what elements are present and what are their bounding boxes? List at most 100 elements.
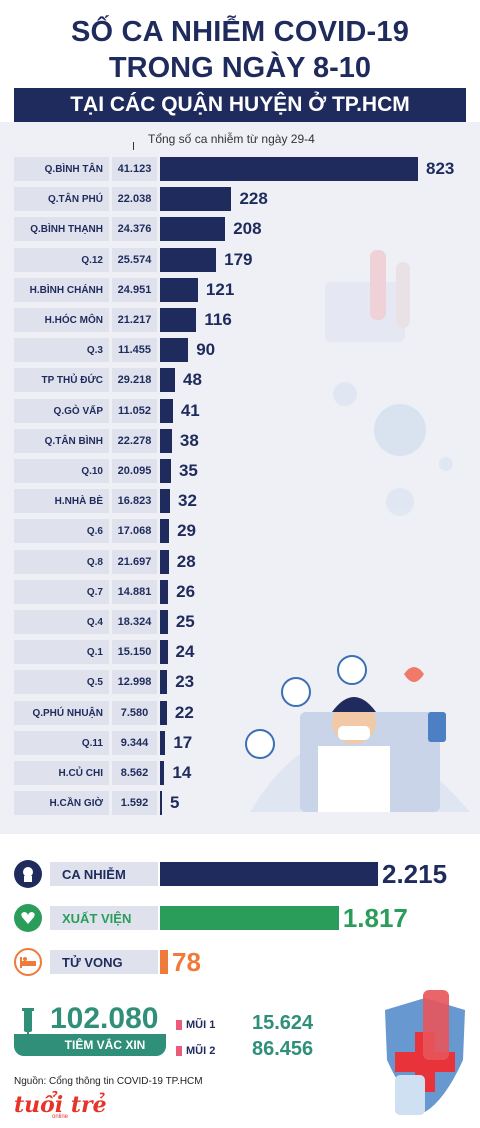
bar-value-label: 32 <box>178 491 197 510</box>
bar-value-label: 5 <box>170 793 180 812</box>
bar <box>160 157 418 181</box>
district-label: Q.BÌNH TÂN <box>14 157 109 181</box>
bar <box>160 399 173 423</box>
bar-value-label: 48 <box>183 370 202 389</box>
district-label: Q.8 <box>14 550 109 574</box>
bar-value-label: 35 <box>178 461 198 480</box>
vial-icon <box>176 1046 182 1056</box>
summary-label: XUẤT VIỆN <box>62 910 132 926</box>
district-label: Q.12 <box>14 248 109 272</box>
summary-value: 1.817 <box>342 902 408 933</box>
summary-bar <box>160 862 378 886</box>
vial-icon <box>395 1075 425 1115</box>
bar-value-label: 22 <box>174 703 194 722</box>
bar <box>160 731 166 755</box>
district-total: 17.068 <box>112 519 157 543</box>
publisher-logo: tuổi trẻ <box>14 1092 107 1118</box>
bar-value-label: 14 <box>172 763 192 782</box>
district-total: 24.376 <box>112 217 157 241</box>
subtitle-banner: TẠI CÁC QUẬN HUYỆN Ở TP.HCM <box>14 88 466 122</box>
district-label: H.CỦ CHI <box>14 761 109 785</box>
district-total: 25.574 <box>112 248 157 272</box>
bar <box>160 429 172 453</box>
district-total: 16.823 <box>112 489 157 513</box>
hands-icon <box>404 667 424 682</box>
district-total: 12.998 <box>112 670 157 694</box>
vaccine-total: 102.080 <box>50 1002 159 1035</box>
bar-value-label: 823 <box>426 159 455 178</box>
district-total: 15.150 <box>112 640 157 664</box>
vaccine-label: TIÊM VẮC XIN <box>14 1034 166 1056</box>
district-label: Q.11 <box>14 731 109 755</box>
district-total: 20.095 <box>112 459 157 483</box>
bar <box>160 278 198 302</box>
medical-illustration <box>245 250 470 812</box>
publisher-logo-sub: online <box>52 1114 69 1120</box>
summary-label: CA NHIỄM <box>62 866 126 882</box>
bar <box>160 489 171 513</box>
bar-value-label: 28 <box>176 552 196 571</box>
bar <box>160 308 197 332</box>
bed-icon <box>14 948 42 976</box>
bar-value-label: 41 <box>180 401 200 420</box>
district-total: 29.218 <box>112 368 157 392</box>
dose2-value: 86.456 <box>252 1038 314 1060</box>
district-label: Q.4 <box>14 610 109 634</box>
shield-vaccine-illustration <box>385 990 465 1115</box>
bar-value-label: 26 <box>176 582 196 601</box>
bar-value-label: 17 <box>173 733 193 752</box>
bar-value-label: 38 <box>179 431 199 450</box>
bar-value-label: 23 <box>175 672 195 691</box>
district-total: 7.580 <box>112 701 157 725</box>
test-tube-shape <box>370 250 386 320</box>
district-total: 22.038 <box>112 187 157 211</box>
district-total: 9.344 <box>112 731 157 755</box>
summary-label-bg <box>50 906 158 930</box>
virus-icon <box>374 404 426 456</box>
district-label: Q.TÂN PHÚ <box>14 187 109 211</box>
summary-bar <box>160 950 168 974</box>
phone-icon <box>428 712 446 742</box>
district-label: H.HÓC MÔN <box>14 308 109 332</box>
district-total: 8.562 <box>112 761 157 785</box>
title-line-1: SỐ CA NHIỄM COVID-19 <box>70 16 410 48</box>
summary-label: TỬ VONG <box>62 954 123 970</box>
district-label: H.BÌNH CHÁNH <box>14 278 109 302</box>
summary-bar <box>160 906 339 930</box>
district-total: 14.881 <box>112 580 157 604</box>
vial-icon <box>176 1020 182 1030</box>
district-total: 18.324 <box>112 610 157 634</box>
district-total: 11.052 <box>112 399 157 423</box>
chart-note: Tổng số ca nhiễm từ ngày 29-4 <box>148 132 315 146</box>
district-label: Q.10 <box>14 459 109 483</box>
bar <box>160 640 168 664</box>
bar-value-label: 24 <box>175 642 195 661</box>
bar <box>160 368 176 392</box>
district-total: 1.592 <box>112 791 157 815</box>
dose2-label: MŨI 2 <box>186 1045 216 1057</box>
district-label: TP THỦ ĐỨC <box>14 368 109 392</box>
summary-value: 2.215 <box>382 858 448 889</box>
bar-value-label: 179 <box>224 250 253 269</box>
district-label: Q.BÌNH THẠNH <box>14 217 109 241</box>
note-marker <box>133 142 141 150</box>
district-label: Q.6 <box>14 519 109 543</box>
bar <box>160 519 170 543</box>
bar <box>160 338 189 362</box>
bar <box>160 580 169 604</box>
heart-icon <box>14 904 42 932</box>
syringe-icon <box>22 1008 34 1036</box>
district-label: Q.5 <box>14 670 109 694</box>
bar <box>160 701 167 725</box>
summary-label-bg <box>50 950 158 974</box>
bar <box>160 610 168 634</box>
district-label: Q.TÂN BÌNH <box>14 429 109 453</box>
person-head-icon <box>14 860 42 888</box>
bar <box>160 550 169 574</box>
district-label: Q.1 <box>14 640 109 664</box>
district-total: 41.123 <box>112 157 157 181</box>
bar <box>160 217 226 241</box>
bar <box>160 670 168 694</box>
district-total: 21.697 <box>112 550 157 574</box>
district-label: H.NHÀ BÈ <box>14 489 109 513</box>
